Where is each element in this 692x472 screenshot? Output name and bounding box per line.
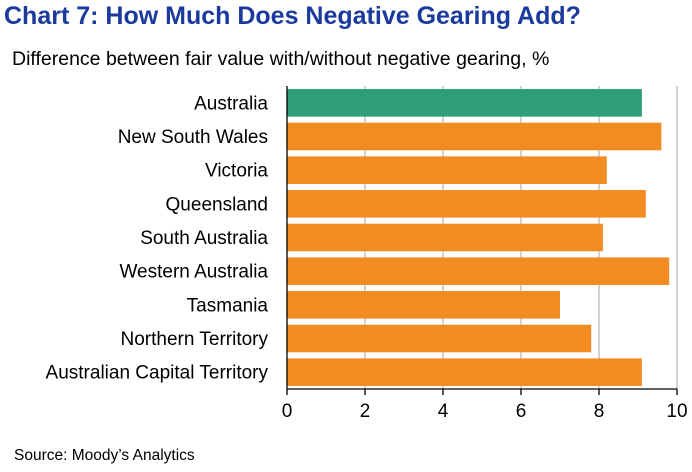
category-label: Queensland — [166, 194, 268, 215]
bar — [287, 257, 670, 285]
x-tick-label: 6 — [516, 401, 527, 422]
bar — [287, 223, 603, 252]
bar — [287, 156, 607, 184]
chart-subtitle: Difference between fair value with/witho… — [12, 48, 550, 70]
category-labels: Australia New South Wales Victoria Queensla… — [46, 93, 269, 383]
chart-title: Chart 7: How Much Does Negative Gearing … — [4, 2, 581, 30]
bar — [287, 89, 642, 117]
x-axis: 0 2 4 6 8 10 — [282, 86, 688, 422]
category-label: Victoria — [205, 161, 268, 182]
bars — [287, 89, 670, 386]
category-label: Australian Capital Territory — [46, 363, 269, 384]
category-label: Australia — [194, 93, 268, 114]
bar — [287, 358, 642, 386]
x-tick-label: 2 — [360, 401, 371, 422]
x-tick-label: 8 — [594, 401, 605, 422]
x-tick-label: 4 — [438, 401, 449, 422]
category-label: Northern Territory — [121, 329, 269, 350]
bar — [287, 291, 560, 319]
bar — [287, 190, 646, 218]
x-tick-label: 10 — [666, 401, 687, 422]
category-label: South Australia — [140, 228, 268, 249]
category-label: New South Wales — [118, 127, 268, 148]
bar — [287, 122, 662, 151]
category-label: Western Australia — [119, 262, 268, 283]
category-label: Tasmania — [187, 295, 269, 316]
source-note: Source: Moody’s Analytics — [14, 447, 195, 464]
bar — [287, 324, 592, 353]
x-tick-label: 0 — [282, 401, 293, 422]
